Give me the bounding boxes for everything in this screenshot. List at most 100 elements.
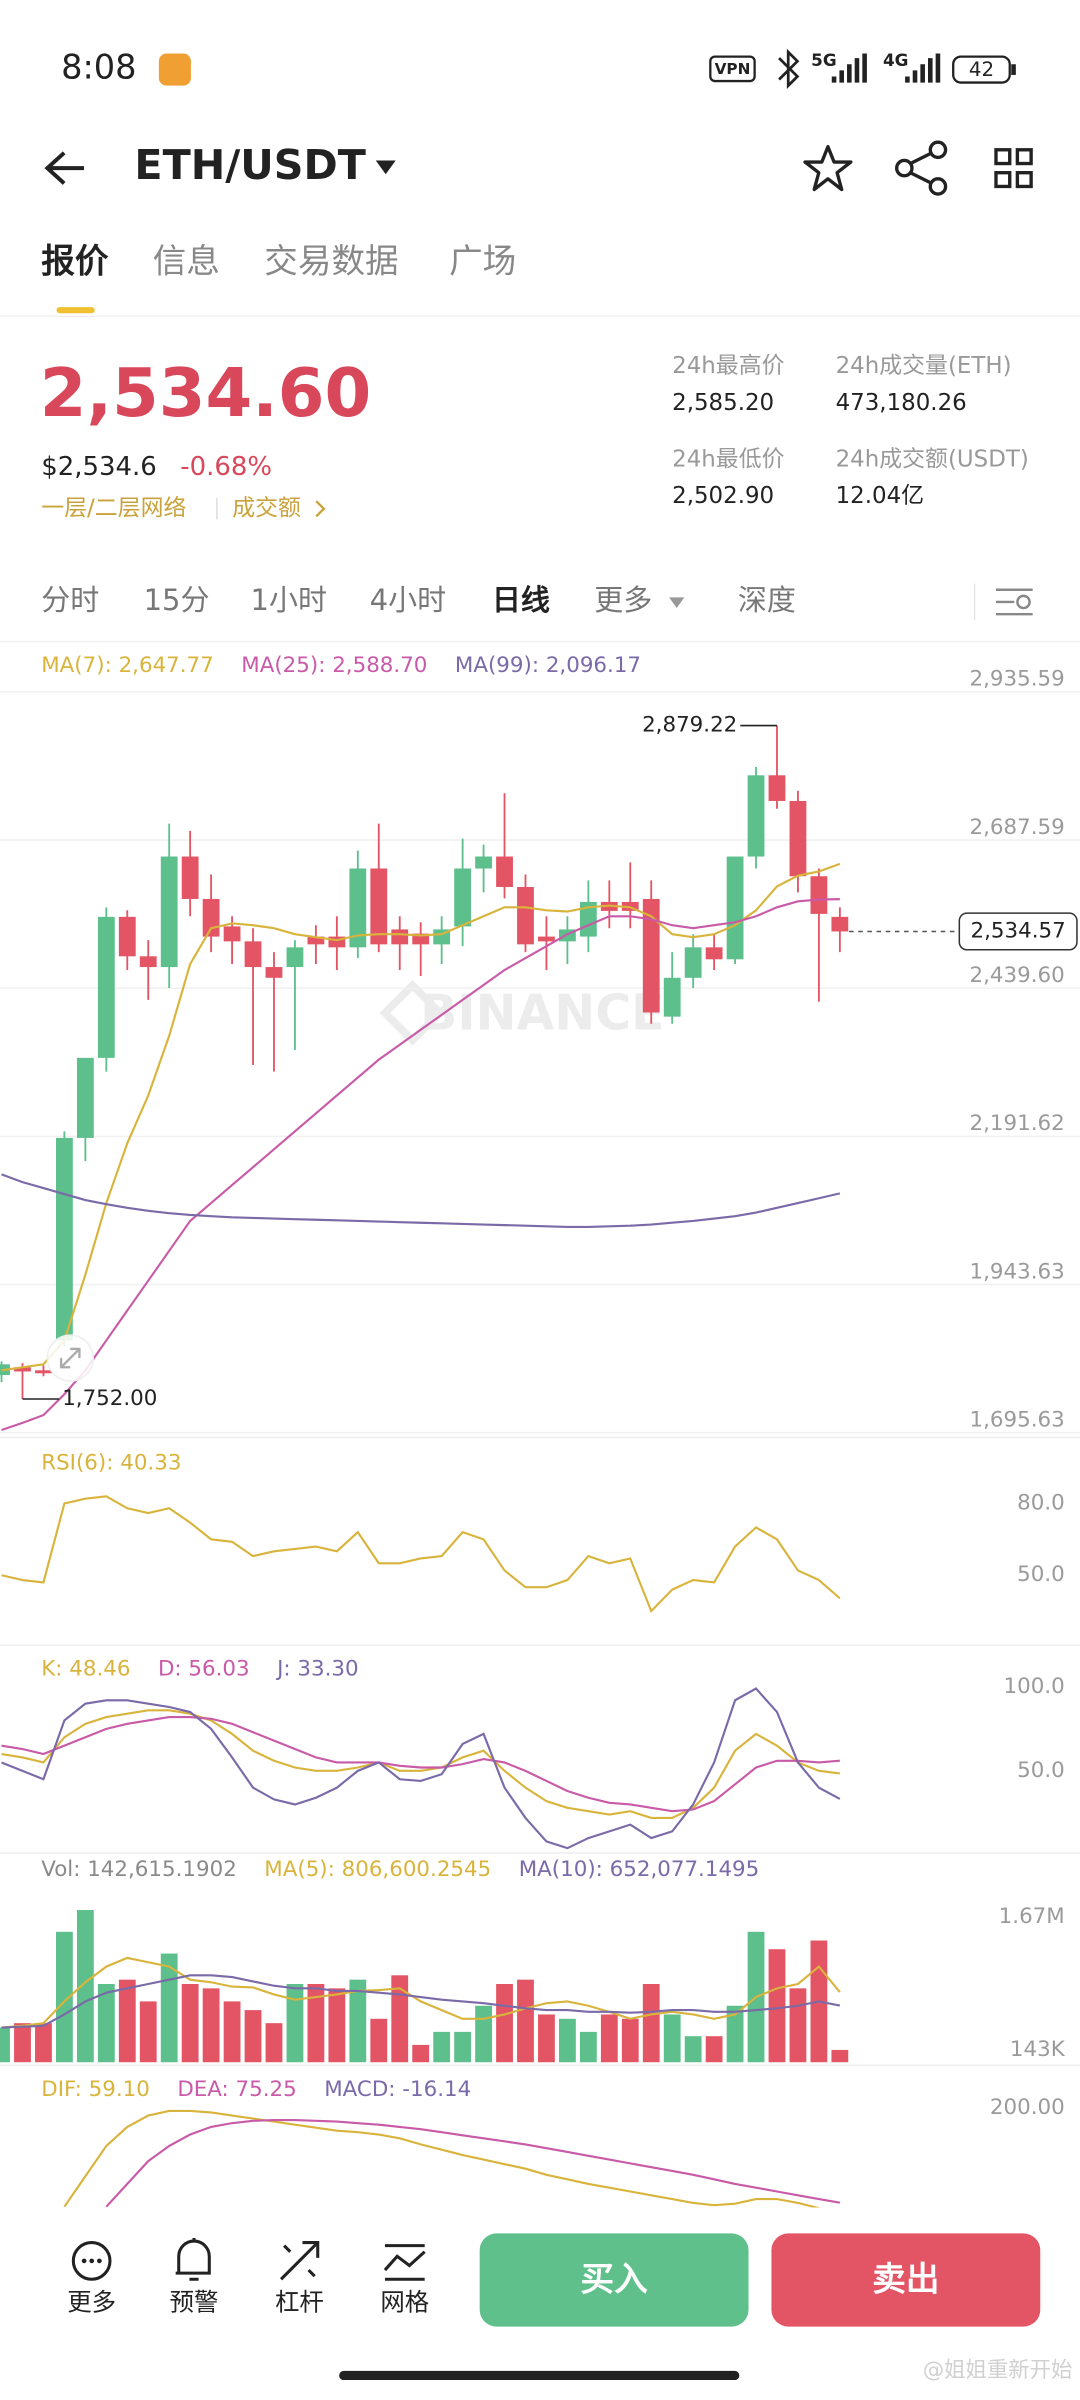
leverage-icon[interactable]	[279, 2241, 320, 2281]
candle-body	[496, 856, 513, 888]
interval[interactable]: 15分	[144, 583, 210, 617]
legend-label: MA(10): 652,077.1495	[519, 1857, 760, 1882]
volume-bar	[35, 2023, 52, 2063]
buy-label[interactable]: 买入	[580, 2259, 648, 2298]
tag[interactable]: 一层/二层网络	[41, 495, 186, 521]
volume-bar	[475, 2005, 492, 2063]
app-icon	[158, 53, 191, 86]
y-tick-label: 80.0	[1017, 1490, 1065, 1515]
tab[interactable]: 广场	[449, 241, 516, 280]
battery	[952, 55, 1011, 84]
volume-bar	[538, 2014, 555, 2063]
tab[interactable]: 信息	[153, 241, 220, 280]
toolbar-label[interactable]: 更多	[67, 2288, 116, 2317]
volume-bar	[642, 1984, 660, 2063]
y-tick-label: 100.0	[1004, 1674, 1065, 1699]
candle-body	[747, 775, 765, 857]
sell-button[interactable]	[771, 2233, 1041, 2327]
indicator-line	[1, 1716, 840, 1813]
back-button[interactable]	[44, 151, 85, 185]
volume-ma-line	[1, 1956, 841, 2029]
volume-bar	[56, 1931, 73, 2063]
stat-label: 24h最高价	[672, 353, 784, 379]
candle-body	[244, 941, 262, 968]
interval[interactable]: 深度	[738, 583, 796, 617]
tab[interactable]: 交易数据	[264, 241, 398, 280]
buy-button[interactable]	[479, 2233, 749, 2327]
candle-body	[705, 947, 723, 960]
volume-bar	[244, 2010, 262, 2063]
menu-button[interactable]	[994, 148, 1033, 189]
tab[interactable]: 报价	[41, 241, 109, 280]
legend-label: MA(5): 806,600.2545	[264, 1857, 491, 1882]
watermark-logo	[379, 979, 446, 1046]
pair-title[interactable]: ETH/USDT	[134, 141, 365, 189]
candle-body	[139, 956, 157, 968]
legend-label: MA(99): 2,096.17	[455, 653, 641, 678]
y-tick-label: 50.0	[1017, 1562, 1065, 1587]
volume-bar	[559, 2018, 576, 2063]
last-price-label: 2,534.57	[971, 918, 1066, 943]
change: -0.68%	[180, 452, 272, 482]
favorite-button[interactable]	[803, 145, 853, 192]
interval-dropdown	[669, 597, 685, 609]
volume-bar	[579, 2031, 597, 2063]
legend-label: DIF: 59.10	[41, 2077, 150, 2102]
candle-body	[349, 868, 367, 948]
interval[interactable]: 1小时	[251, 583, 327, 617]
pair-dropdown[interactable]	[375, 160, 396, 175]
legend-label: Vol: 142,615.1902	[41, 1857, 237, 1882]
grid-icon[interactable]	[383, 2244, 426, 2281]
more-icon[interactable]	[71, 2241, 112, 2281]
chart-settings[interactable]	[995, 588, 1033, 616]
y-tick-label: 2,687.59	[970, 815, 1065, 840]
share-button[interactable]	[895, 140, 948, 196]
candle-body	[454, 868, 472, 927]
toolbar-label[interactable]: 杠杆	[275, 2288, 324, 2317]
signal-icon	[905, 53, 941, 83]
legend-label: RSI(6): 40.33	[41, 1451, 181, 1476]
interval[interactable]: 分时	[41, 583, 99, 617]
volume-bar	[97, 1984, 115, 2063]
volume-bar	[412, 2044, 430, 2063]
legend-label: J: 33.30	[275, 1657, 359, 1682]
y-tick-label: 1,943.63	[970, 1259, 1065, 1284]
y-tick-label: 2,935.59	[970, 667, 1065, 692]
volume-bar	[831, 2049, 849, 2063]
tag[interactable]: 成交额	[232, 495, 301, 521]
volume-bar	[663, 2014, 681, 2063]
legend-label: MA(7): 2,647.77	[41, 653, 214, 678]
interval[interactable]: 4小时	[370, 583, 447, 617]
usd-price: $2,534.6	[41, 452, 157, 482]
interval[interactable]: 更多	[594, 583, 652, 617]
stat-value: 2,585.20	[672, 390, 774, 416]
toolbar-label[interactable]: 网格	[380, 2288, 429, 2317]
bluetooth-icon	[778, 48, 800, 89]
battery-level: 42	[969, 58, 994, 81]
indicator-line	[1, 1495, 841, 1614]
watermark: BINANCE	[420, 984, 664, 1041]
candle-body	[35, 1370, 52, 1374]
signal-icon	[831, 53, 867, 83]
stat-label: 24h成交量(ETH)	[836, 353, 1012, 379]
annotation-label: 1,752.00	[62, 1386, 157, 1411]
y-tick-label: 2,439.60	[970, 963, 1065, 988]
footer-watermark: @姐姐重新开始	[923, 2358, 1073, 2383]
chart-panel: 80.0 50.0	[1, 1490, 1065, 1614]
candle-body	[391, 929, 409, 945]
volume-bar	[621, 2018, 639, 2063]
legend-label: D: 56.03	[158, 1657, 250, 1682]
toolbar-label[interactable]: 预警	[170, 2288, 219, 2317]
volume-bar	[265, 2023, 283, 2063]
legend-label: MA(25): 2,588.70	[241, 653, 427, 678]
interval[interactable]: 日线	[492, 583, 550, 617]
sell-label[interactable]: 卖出	[872, 2259, 939, 2298]
alert-icon[interactable]	[175, 2237, 211, 2281]
candle-body	[328, 936, 346, 948]
vpn-box	[709, 55, 756, 83]
candle-body	[810, 876, 828, 914]
y-tick-label: 1.67M	[999, 1904, 1065, 1929]
volume-bar	[496, 1984, 513, 2063]
volume-bar	[349, 1979, 367, 2063]
